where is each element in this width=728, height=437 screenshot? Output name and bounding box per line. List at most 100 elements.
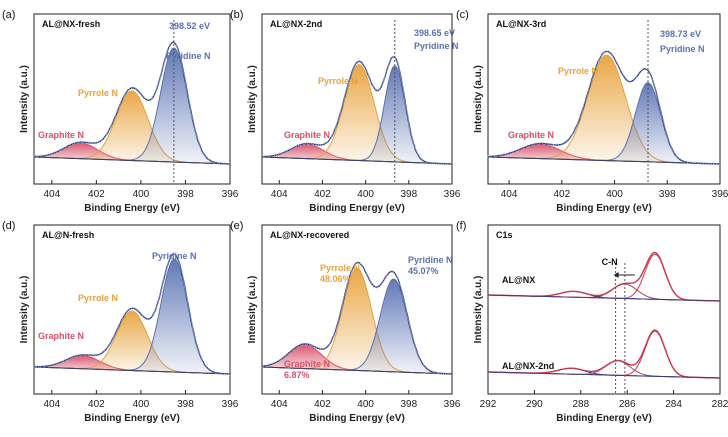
panel-title: AL@NX-2nd bbox=[270, 19, 322, 29]
panel-b: (b) AL@NX-2nd Intensity (a.u.) Binding Ener… bbox=[230, 9, 461, 214]
y-axis-label: Intensity (a.u.) bbox=[473, 65, 484, 133]
pyridine-n-label: Pyridine N bbox=[414, 41, 459, 51]
series-label: AL@NX bbox=[502, 275, 535, 285]
x-tick-label: 400 bbox=[133, 399, 150, 410]
axis-frame bbox=[487, 224, 721, 395]
panel-label: (f) bbox=[456, 220, 466, 232]
panel-label: (c) bbox=[456, 9, 469, 21]
x-tick-label: 396 bbox=[712, 189, 728, 200]
y-axis-label: Intensity (a.u.) bbox=[247, 65, 258, 133]
x-tick-label: 402 bbox=[88, 189, 105, 200]
panel-label: (b) bbox=[230, 9, 243, 21]
axis-frame bbox=[261, 13, 453, 185]
x-tick-label: 290 bbox=[526, 399, 543, 410]
fit-envelope bbox=[261, 261, 453, 375]
panel-label: (d) bbox=[2, 220, 15, 232]
x-tick-label: 398 bbox=[177, 189, 194, 200]
pyrrole-n-label: Pyrrole N bbox=[78, 88, 118, 98]
x-tick-label: 400 bbox=[133, 189, 150, 200]
x-axis-label: Binding Energy (eV) bbox=[556, 413, 652, 424]
series-label: AL@NX-2nd bbox=[502, 361, 554, 371]
x-tick-label: 402 bbox=[314, 399, 331, 410]
raw-data bbox=[487, 49, 721, 166]
x-axis-label: Binding Energy (eV) bbox=[309, 413, 405, 424]
c1s-baseline bbox=[487, 294, 721, 302]
pyrrole-n-percent: 48.06% bbox=[320, 274, 351, 284]
x-tick-label: 396 bbox=[444, 399, 461, 410]
x-tick-label: 288 bbox=[572, 399, 589, 410]
x-tick-label: 404 bbox=[43, 189, 60, 200]
x-tick-label: 396 bbox=[222, 189, 239, 200]
pyrrole-n-label: Pyrrole N bbox=[78, 293, 118, 303]
x-tick-label: 404 bbox=[271, 189, 288, 200]
graphite-n-label: Graphite N bbox=[508, 130, 554, 140]
x-tick-label: 400 bbox=[606, 189, 623, 200]
baseline bbox=[261, 366, 453, 375]
panel-e: (e) AL@NX-recovered Intensity (a.u.) Bindin… bbox=[230, 220, 461, 424]
axis-frame bbox=[487, 13, 721, 185]
baseline bbox=[33, 156, 231, 165]
pyrrole-n-label: Pyrrole N bbox=[320, 263, 360, 273]
x-axis-label: Binding Energy (eV) bbox=[84, 413, 180, 424]
pyrrole-n-label: Pyrrole N bbox=[558, 66, 598, 76]
panel-title: C1s bbox=[496, 230, 513, 240]
panel-title: AL@NX-fresh bbox=[42, 19, 100, 29]
raw-data bbox=[261, 260, 453, 376]
x-tick-label: 292 bbox=[480, 399, 497, 410]
baseline bbox=[33, 366, 231, 375]
x-axis-label: Binding Energy (eV) bbox=[309, 203, 405, 214]
axis-frame bbox=[33, 13, 231, 185]
baseline bbox=[261, 156, 453, 165]
x-axis-label: Binding Energy (eV) bbox=[84, 203, 180, 214]
y-axis-label: Intensity (a.u.) bbox=[247, 276, 258, 344]
x-tick-label: 404 bbox=[43, 399, 60, 410]
x-axis-label: Binding Energy (eV) bbox=[556, 203, 652, 214]
panel-title: AL@NX-recovered bbox=[270, 230, 349, 240]
x-tick-label: 402 bbox=[314, 189, 331, 200]
panel-c: (c) AL@NX-3rd Intensity (a.u.) Binding Ener… bbox=[456, 9, 728, 214]
peak-marker-label: 398.65 eV bbox=[414, 28, 455, 38]
x-tick-label: 398 bbox=[400, 399, 417, 410]
series-al-nx-2nd: AL@NX-2nd bbox=[487, 329, 721, 379]
x-tick-label: 404 bbox=[501, 189, 518, 200]
graphite-n-label: Graphite N bbox=[284, 130, 330, 140]
graphite-n-label: Graphite N bbox=[38, 130, 84, 140]
panel-d: (d) AL@N-fresh Intensity (a.u.) Binding Ene… bbox=[2, 220, 239, 424]
x-tick-label: 396 bbox=[222, 399, 239, 410]
panel-label: (a) bbox=[2, 9, 15, 21]
x-tick-label: 402 bbox=[553, 189, 570, 200]
pyridine-n-percent: 45.07% bbox=[408, 266, 439, 276]
x-tick-label: 282 bbox=[712, 399, 728, 410]
pyrrole-n-label: Pyrrole N bbox=[318, 76, 358, 86]
graphite-n-label: Graphite N bbox=[284, 359, 330, 369]
series-al-nx: AL@NX bbox=[487, 251, 721, 302]
panel-a: (a) AL@NX-fresh Intensity (a.u.) Binding En… bbox=[2, 9, 239, 214]
fit-envelope bbox=[261, 55, 452, 165]
panel-title: AL@NX-3rd bbox=[496, 19, 546, 29]
panel-title: AL@N-fresh bbox=[42, 230, 94, 240]
x-tick-label: 398 bbox=[177, 399, 194, 410]
x-tick-label: 398 bbox=[400, 189, 417, 200]
shift-arrowhead bbox=[613, 272, 619, 278]
x-tick-label: 404 bbox=[271, 399, 288, 410]
x-tick-label: 400 bbox=[357, 399, 374, 410]
graphite-n-percent: 6.87% bbox=[284, 370, 310, 380]
panel-f: (f) C1s Intensity (a.u.) Binding Energy (eV… bbox=[456, 220, 728, 424]
pyridine-n-label: Pyridine N bbox=[660, 44, 705, 54]
c-n-label: C-N bbox=[602, 257, 618, 267]
c1s-baseline bbox=[487, 371, 721, 379]
pyridine-n-label: Pyridine N bbox=[152, 251, 197, 261]
axis-frame bbox=[261, 224, 453, 395]
x-tick-label: 402 bbox=[88, 399, 105, 410]
raw-data bbox=[33, 252, 231, 376]
x-tick-label: 284 bbox=[665, 399, 682, 410]
x-tick-label: 286 bbox=[619, 399, 636, 410]
raw-data bbox=[261, 54, 453, 166]
raw-data bbox=[33, 41, 231, 166]
pyridine-n-label: Pyridine N bbox=[166, 51, 211, 61]
x-tick-label: 398 bbox=[659, 189, 676, 200]
axis-frame bbox=[33, 224, 231, 395]
y-axis-label: Intensity (a.u.) bbox=[19, 65, 30, 133]
baseline bbox=[487, 156, 721, 165]
